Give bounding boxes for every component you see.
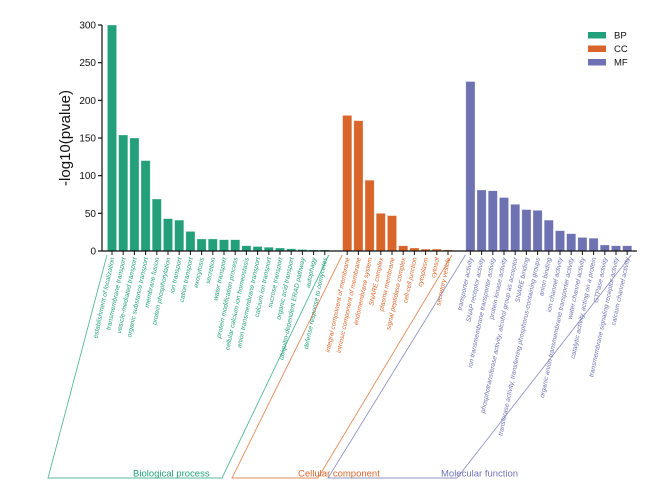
bar-bp: [219, 239, 229, 252]
legend-swatch-cc: [588, 45, 606, 52]
bracket-cc: [231, 254, 453, 479]
group-label-mf: Molecular function: [441, 469, 518, 480]
y-axis: 0 50 100 150 200 250 300: [79, 21, 103, 258]
y-tick-label: 100: [79, 171, 96, 182]
bar-bp: [174, 219, 185, 252]
bar-bp: [241, 245, 252, 252]
legend-swatch-mf: [588, 59, 606, 66]
y-axis-title: -log10(pvalue): [57, 90, 74, 186]
x-ticks: [111, 251, 628, 255]
group-label-cc: Cellular component: [298, 469, 380, 480]
bar-cc: [398, 245, 409, 252]
category-labels: establishment of localizationtransmembra…: [92, 256, 631, 437]
bar-cc: [353, 120, 364, 252]
bracket-mf: [327, 254, 632, 479]
bar-mf: [476, 189, 487, 252]
y-tick-label: 150: [79, 134, 96, 145]
y-tick-label: 250: [79, 58, 96, 69]
bar-bp: [140, 160, 151, 252]
bar-cc: [375, 213, 386, 252]
bar-bp: [207, 238, 218, 252]
y-tick-label: 300: [79, 21, 96, 32]
bar-mf: [599, 244, 610, 252]
bar-bp: [163, 218, 173, 252]
bar-bp: [151, 198, 162, 252]
y-tick-label: 200: [79, 96, 96, 107]
bar-mf: [521, 209, 532, 252]
y-tick-label: 50: [85, 209, 97, 220]
bar-mf: [510, 203, 521, 252]
category-label: secretion: [205, 257, 217, 285]
group-brackets: Biological process Cellular component Mole…: [47, 254, 632, 480]
bar-cc: [387, 215, 397, 252]
group-label-bp: Biological process: [133, 469, 210, 480]
bar-bp: [129, 137, 140, 252]
bar-mf: [532, 210, 543, 252]
bar-mf: [611, 245, 621, 252]
bars-layer: [107, 24, 633, 252]
legend-label-bp: BP: [614, 31, 627, 42]
bar-cc: [342, 115, 353, 252]
bar-mf: [465, 81, 476, 252]
bar-bp: [185, 231, 196, 252]
bar-mf: [555, 230, 565, 252]
legend-swatch-bp: [588, 32, 606, 39]
y-tick-label: 0: [90, 247, 96, 258]
bar-bp: [196, 238, 207, 252]
category-label: cytoplasm: [417, 256, 430, 287]
legend: BP CC MF: [588, 31, 628, 69]
bar-mf: [577, 237, 588, 252]
legend-label-mf: MF: [614, 58, 628, 69]
category-label: cytosol: [430, 256, 441, 278]
legend-label-cc: CC: [614, 44, 628, 55]
category-label: defense response to oomycetes: [303, 256, 329, 350]
bar-bp: [118, 134, 129, 252]
bracket-bp: [47, 254, 330, 479]
bar-mf: [543, 219, 554, 252]
bar-bp: [252, 246, 263, 252]
bar-mf: [588, 237, 599, 252]
bar-mf: [487, 190, 498, 252]
bar-cc: [364, 179, 375, 252]
bar-bp: [107, 24, 117, 252]
bar-mf: [499, 197, 509, 252]
bar-bp: [230, 239, 241, 252]
bar-mf: [622, 245, 633, 252]
bar-mf: [566, 233, 577, 252]
